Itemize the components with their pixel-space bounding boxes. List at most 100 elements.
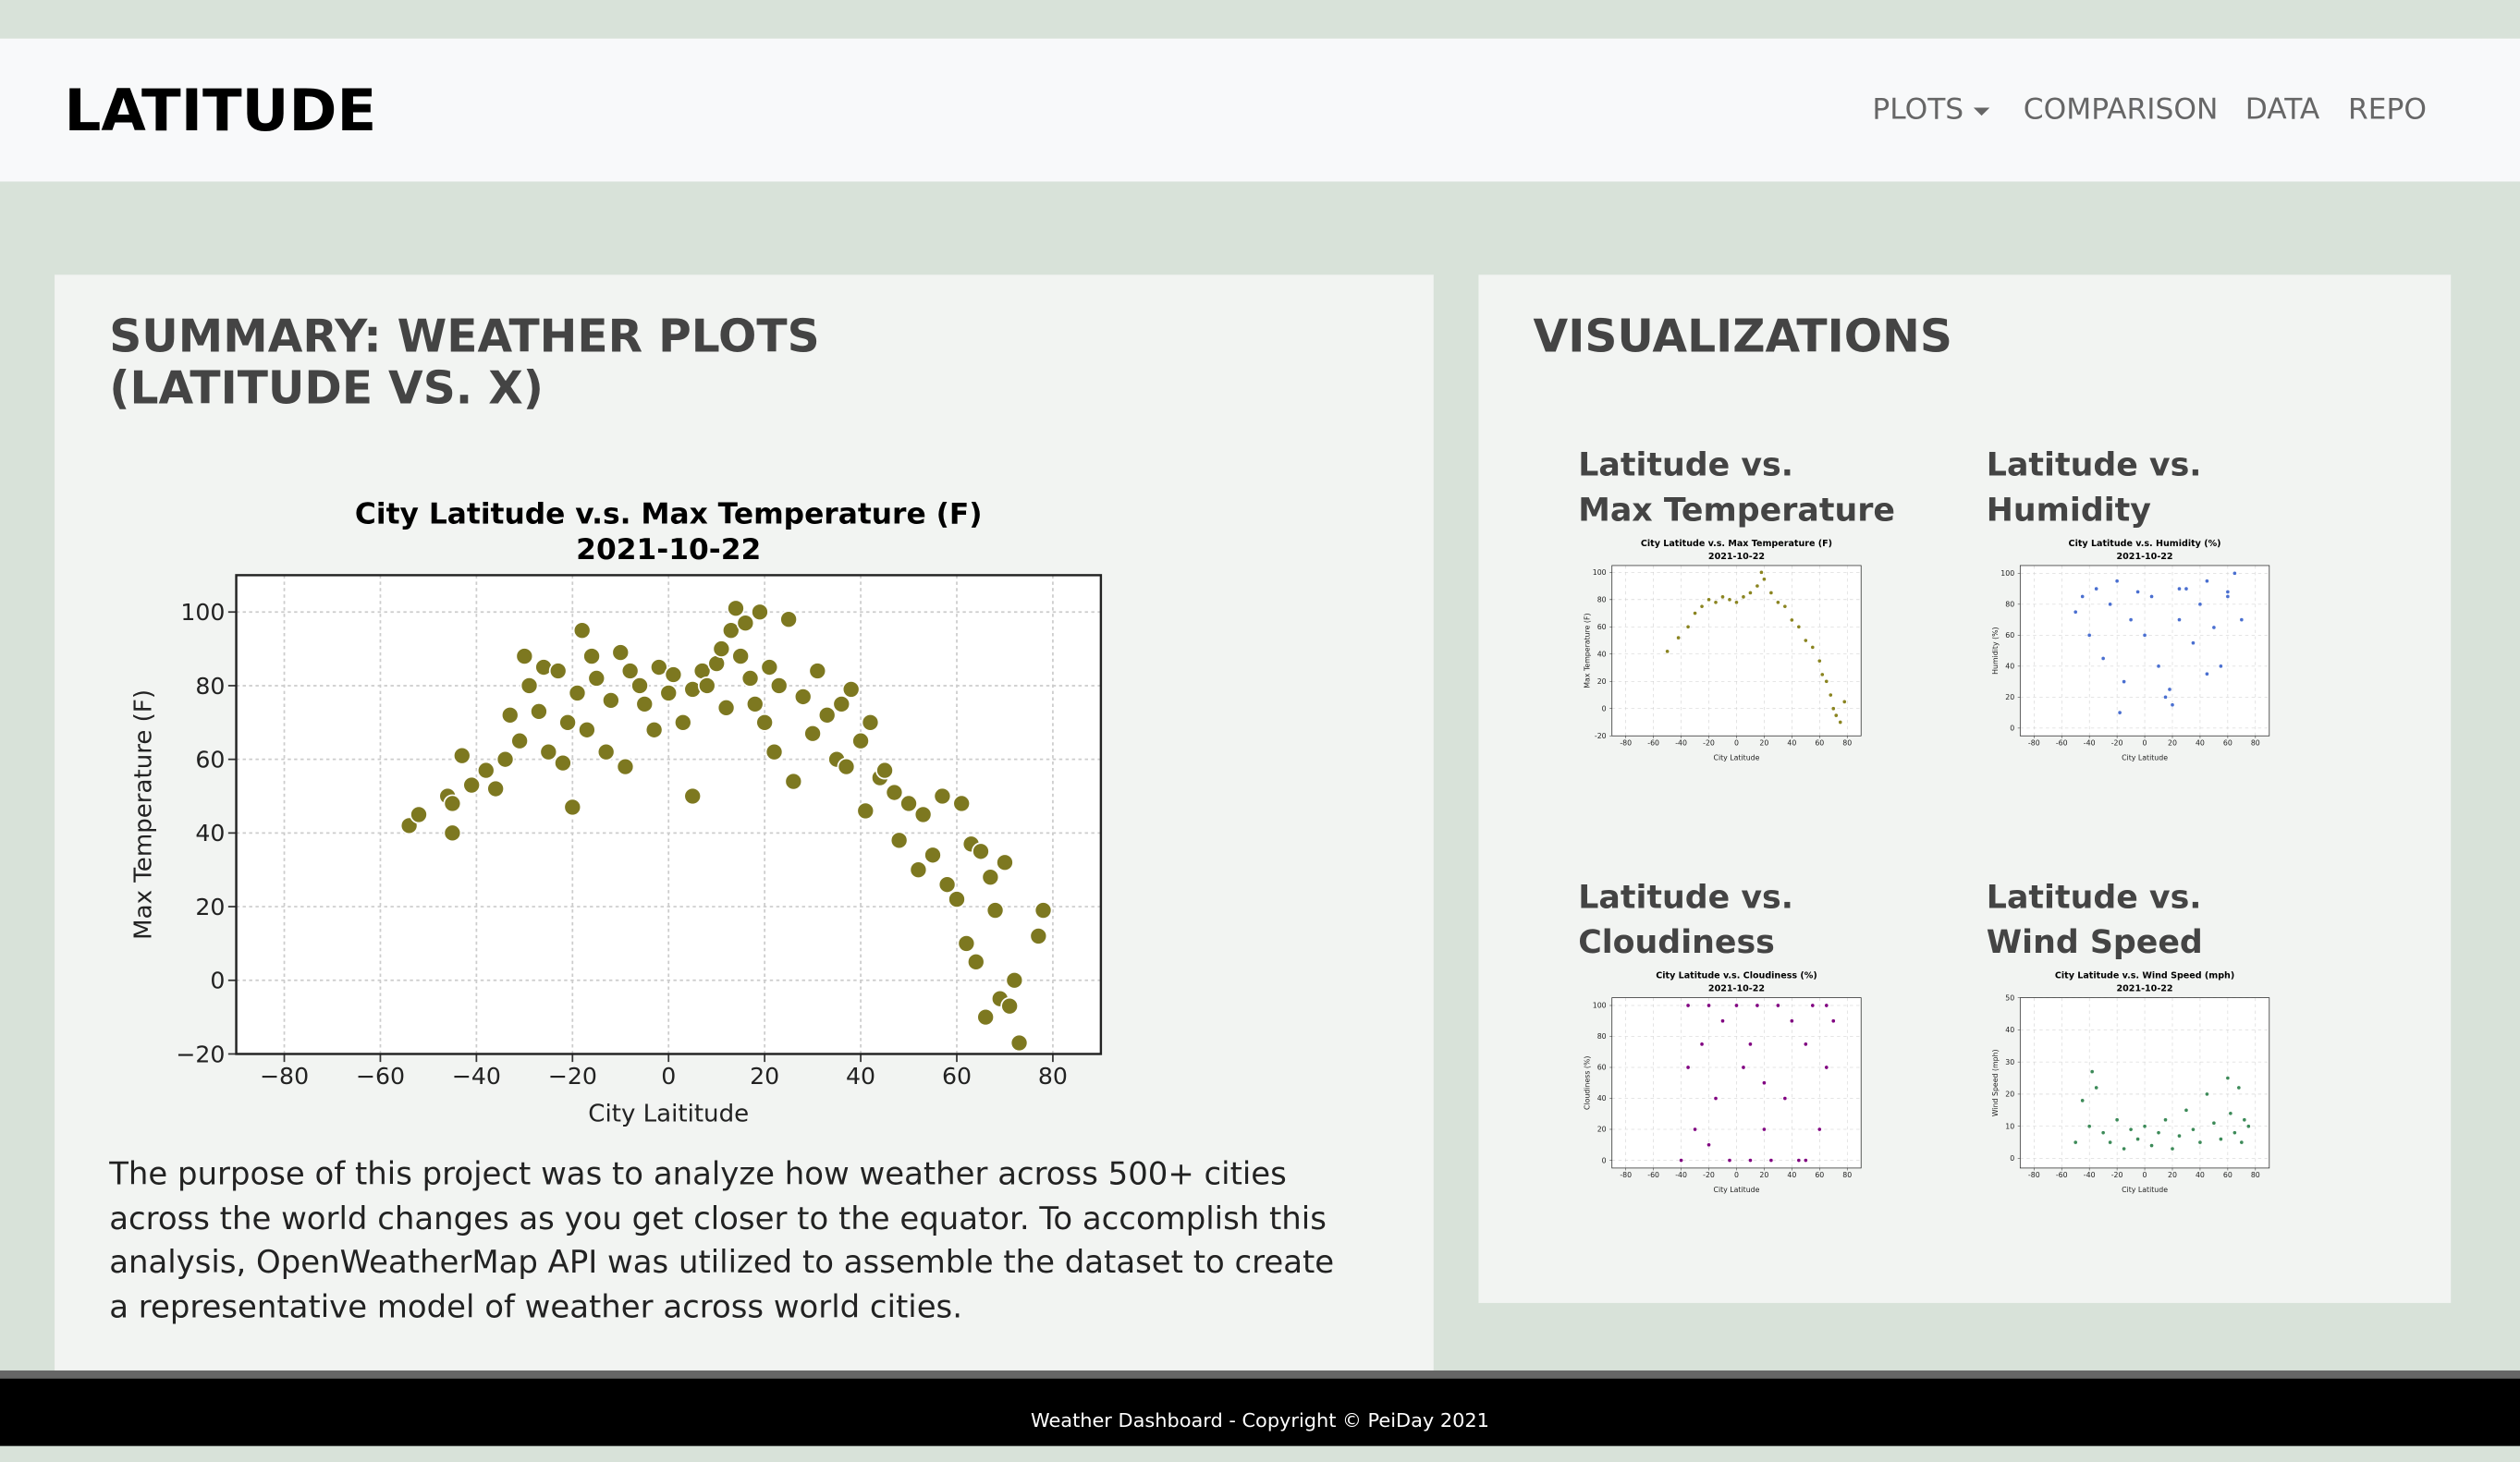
point [889,831,909,850]
point [539,742,558,761]
point [582,647,601,665]
point [2142,1124,2147,1129]
nav-item[interactable]: DATA [2245,92,2320,128]
point [885,783,904,802]
y-tick-label: 40 [1597,1094,1607,1103]
point [721,621,740,640]
point [577,720,596,739]
plot-frame [1611,565,1862,737]
x-axis-label: City Latitude [1713,1186,1759,1194]
point [1810,645,1816,650]
y-axis-label: Humidity (%) [1991,627,2000,674]
chart-subtitle: 2021-10-22 [2117,984,2173,994]
point [1776,600,1780,605]
x-tick-label: −20 [548,1063,597,1090]
point [620,662,640,680]
point [673,713,692,732]
footer-bar [0,1370,2520,1379]
point [1830,1018,1836,1024]
x-tick-label: -60 [2056,1171,2068,1179]
point [1699,1042,1705,1047]
point [2191,640,2196,646]
nav-label[interactable]: PLOTS [1872,92,1964,128]
x-tick-label: -60 [1647,738,1659,747]
point [727,599,745,618]
point [2122,1146,2126,1151]
nav-item[interactable]: REPO [2347,92,2428,128]
point [2135,590,2140,594]
point [486,779,506,798]
point [1665,649,1670,654]
point [2163,695,2168,700]
x-tick-label: -80 [1620,1171,1632,1179]
point [2205,1091,2209,1097]
point [760,658,779,676]
point [2089,1069,2095,1074]
point [803,724,823,743]
point [1810,1003,1816,1008]
plot-frame [2019,997,2270,1169]
point [2086,633,2092,638]
point [1748,1158,1753,1163]
point [548,662,568,680]
point [716,698,736,717]
point [2114,579,2120,584]
brand[interactable]: LATITUDE [64,79,377,145]
point [1748,1042,1753,1047]
caret[interactable] [1973,106,1990,116]
point [779,610,799,629]
point [1699,603,1705,609]
point [2184,586,2189,591]
chart-subtitle: 2021-10-22 [576,533,761,567]
y-tick-label: 40 [1597,651,1607,659]
y-tick-label: 0 [210,968,225,994]
visualizations-title: VISUALIZATIONS [1533,310,1952,363]
point [2128,1127,2134,1132]
y-tick-label: −20 [176,1041,225,1067]
y-axis-label: Wind Speed (mph) [1991,1049,2000,1116]
x-tick-label: -80 [2028,1171,2040,1179]
y-tick-label: 40 [195,820,225,847]
point [2073,1139,2078,1145]
x-tick-label: 0 [2143,1171,2147,1179]
panel-heading-line: Latitude vs. [1986,445,2202,484]
point [1824,1065,1829,1070]
point [751,603,769,622]
nav-item[interactable]: COMPARISON [2023,92,2219,128]
point [2177,586,2182,591]
point [1841,700,1847,704]
plot-frame [235,574,1103,1055]
point [452,746,471,765]
point [1796,1158,1802,1163]
chart-subtitle: 2021-10-22 [2117,552,2173,562]
x-tick-label: 40 [2196,738,2205,747]
panel-heading-line: Cloudiness [1578,921,1775,961]
point [1676,635,1681,640]
nav-item[interactable]: PLOTS [1872,92,1990,128]
point [443,794,462,813]
x-tick-label: 20 [750,1063,779,1090]
point [2156,1130,2161,1136]
y-tick-label: 0 [2010,1154,2014,1163]
point [568,684,587,702]
point [1685,1003,1691,1008]
y-tick-label: 100 [2000,569,2014,578]
point [1803,638,1808,643]
point [924,846,942,865]
x-tick-label: 60 [1815,1171,1824,1179]
chart-title: City Latitude v.s. Cloudiness (%) [1656,971,1817,981]
point [601,690,620,710]
point [1734,600,1739,605]
x-tick-label: 20 [2168,738,2177,747]
x-tick-label: -20 [2111,738,2123,747]
y-tick-label: 20 [1597,677,1607,686]
x-tick-label: 0 [661,1063,676,1090]
y-tick-label: 100 [1593,1002,1607,1010]
point [587,669,606,688]
x-tick-label: 40 [2196,1171,2205,1179]
point [1776,1003,1780,1008]
point [2197,602,2203,607]
point [841,680,861,699]
point [2219,664,2223,669]
point [2128,617,2134,622]
